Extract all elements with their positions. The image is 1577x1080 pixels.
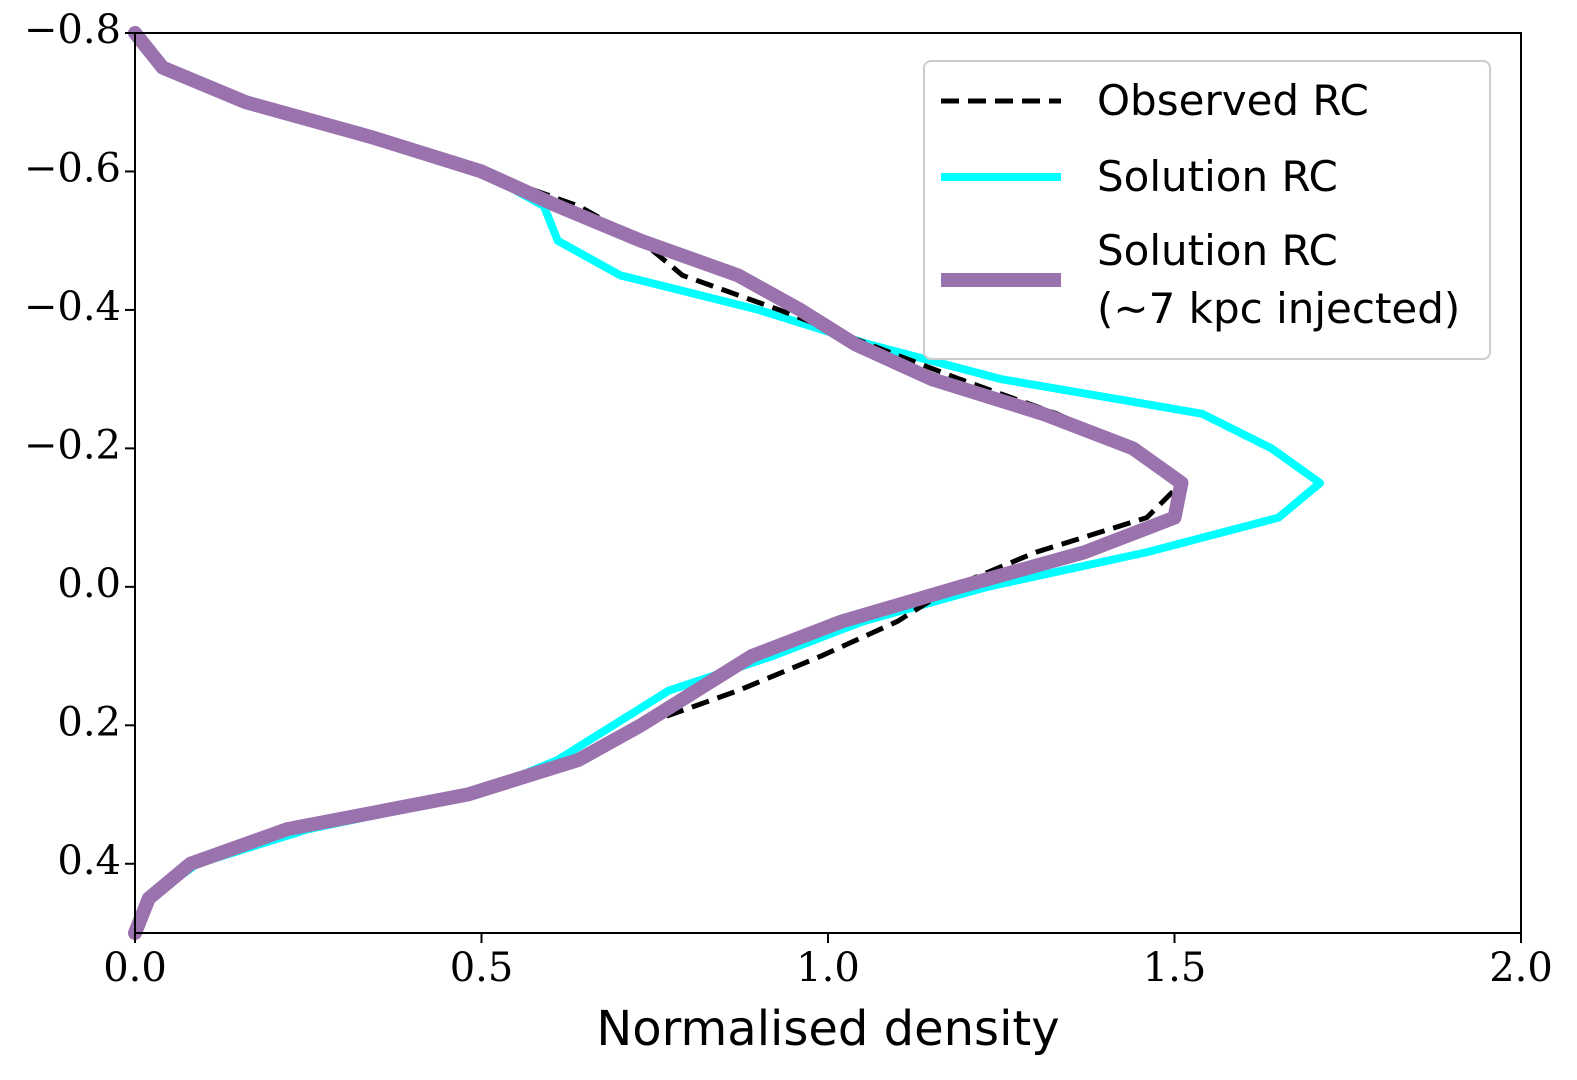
legend-swatch (941, 98, 1061, 104)
y-tick-label: 0.2 (57, 699, 121, 745)
legend-label: Solution RC (∼7 kpc injected) (1097, 226, 1461, 333)
legend-entry: Solution RC (925, 148, 1338, 206)
y-tick-label: 0.4 (57, 838, 121, 884)
y-tick-label: 0.0 (57, 561, 121, 607)
y-tick-label: −0.4 (24, 284, 121, 330)
series-line (128, 26, 1189, 940)
x-tick-label: 0.5 (450, 945, 514, 991)
legend-label: Observed RC (1097, 76, 1369, 125)
y-tick-label: −0.6 (24, 145, 121, 191)
y-tick-label: −0.2 (24, 422, 121, 468)
x-tick-label: 2.0 (1489, 945, 1553, 991)
y-tick-label: −0.8 (24, 7, 121, 53)
legend: Observed RC Solution RC Solution RC (∼7 kp… (923, 60, 1491, 360)
legend-entry: Solution RC (∼7 kpc injected) (925, 222, 1460, 338)
legend-swatch (941, 173, 1061, 181)
x-tick-label: 1.0 (796, 945, 860, 991)
x-tick-label: 0.0 (103, 945, 167, 991)
x-axis-label: Normalised density (596, 1001, 1059, 1057)
legend-label: Solution RC (1097, 152, 1338, 201)
x-tick-label: 1.5 (1143, 945, 1207, 991)
legend-swatch (941, 273, 1061, 287)
legend-entry: Observed RC (925, 72, 1369, 130)
plot-area (128, 26, 1325, 940)
